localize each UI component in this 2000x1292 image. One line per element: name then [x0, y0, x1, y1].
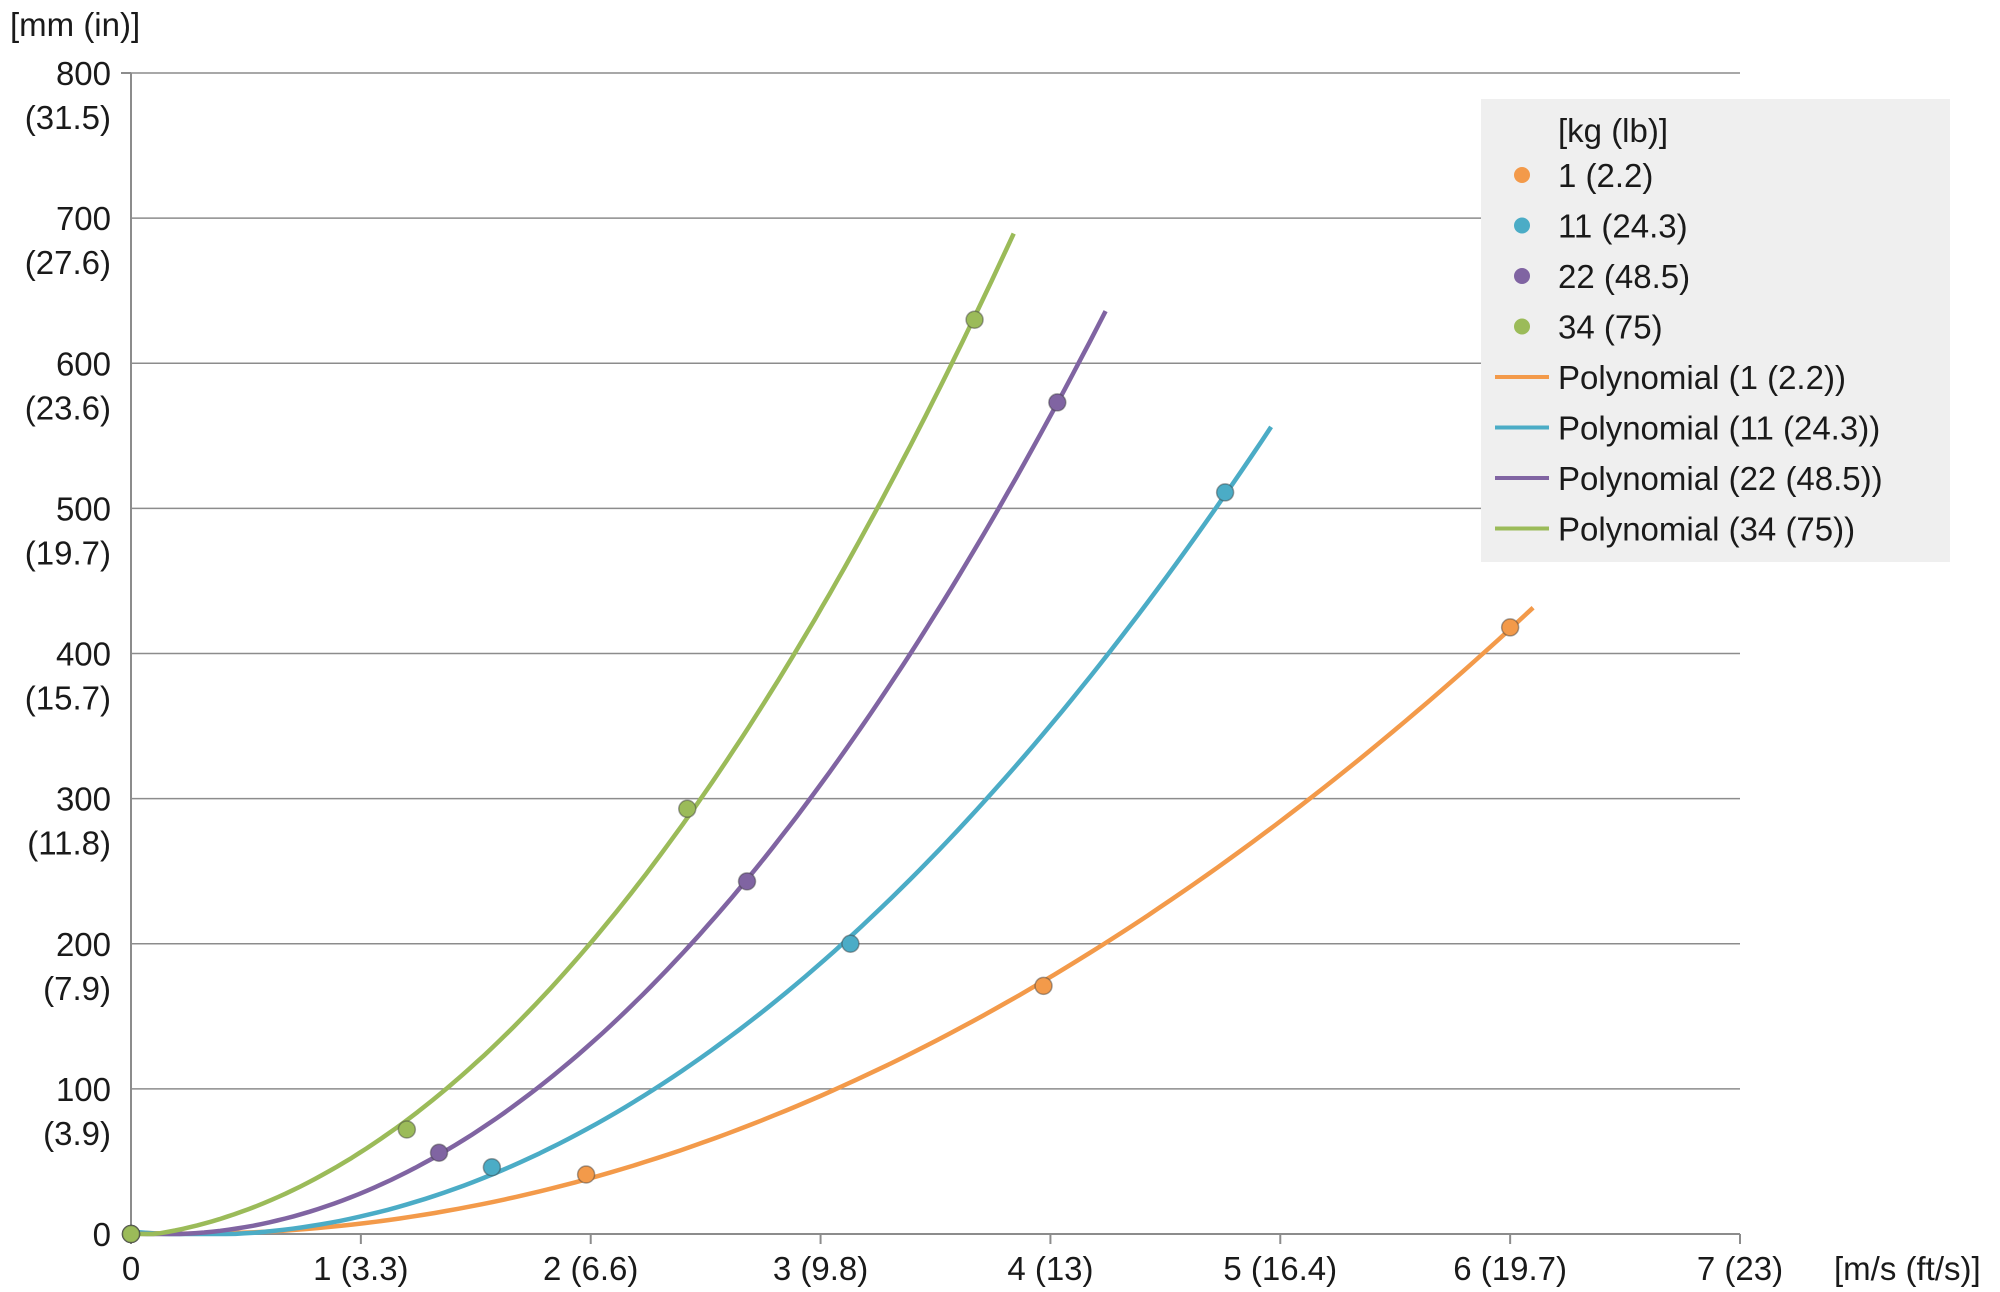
data-point-series-2 [737, 872, 757, 891]
legend-marker [1514, 217, 1530, 234]
trendline-series-1 [130, 425, 1273, 1237]
legend-trend-label: Polynomial (11 (24.3)) [1558, 410, 1880, 447]
legend-background [1481, 99, 1950, 562]
x-tick-label: 6 (19.7) [1453, 1250, 1567, 1287]
y-tick-label: 400 [56, 636, 111, 673]
y-tick-sublabel: (27.6) [25, 244, 111, 281]
legend-label: 22 (48.5) [1558, 258, 1690, 295]
y-tick-sublabel: (11.8) [27, 825, 111, 862]
data-point-series-0 [1500, 618, 1520, 637]
y-axis-label: [mm (in)] [10, 6, 140, 43]
x-tick-label: 0 [122, 1250, 140, 1287]
x-tick-label: 3 (9.8) [773, 1250, 868, 1287]
legend: [kg (lb)] 1 (2.2) 11 (24.3) 22 (48.5) 34 (7… [1481, 99, 1950, 562]
y-tick-label: 300 [56, 781, 111, 818]
data-point-series-1 [482, 1157, 502, 1177]
data-points [121, 310, 1520, 1244]
legend-label: 11 (24.3) [1558, 208, 1688, 245]
y-tick-label: 200 [56, 926, 111, 963]
y-tick-label: 500 [56, 490, 111, 527]
legend-label: 1 (2.2) [1558, 157, 1653, 194]
y-tick-label: 600 [56, 345, 111, 382]
legend-marker [1514, 268, 1530, 284]
y-tick-sublabel: (23.6) [25, 389, 111, 426]
data-point-series-3 [121, 1224, 141, 1244]
x-tick-label: 7 (23) [1697, 1250, 1783, 1287]
y-tick-label: 100 [56, 1071, 111, 1108]
trendlines [130, 232, 1535, 1237]
legend-label: 34 (75) [1558, 309, 1663, 346]
x-axis-label: [m/s (ft/s)] [1834, 1250, 1981, 1287]
trendline-series-0 [130, 606, 1535, 1236]
y-tick-sublabel: (19.7) [25, 534, 111, 571]
data-point-series-2 [429, 1143, 449, 1162]
legend-marker [1514, 167, 1530, 183]
y-tick-label: 800 [56, 55, 111, 92]
legend-marker [1514, 318, 1530, 335]
y-tick-sublabel: (15.7) [25, 680, 111, 717]
data-point-series-0 [576, 1165, 596, 1184]
x-tick-label: 5 (16.4) [1223, 1250, 1337, 1287]
x-tick-label: 4 (13) [1007, 1250, 1093, 1287]
data-point-series-3 [678, 799, 697, 819]
legend-trend-label: Polynomial (1 (2.2)) [1558, 359, 1846, 396]
data-point-series-3 [965, 310, 984, 329]
data-point-series-1 [1215, 483, 1235, 502]
legend-trend-label: Polynomial (34 (75)) [1558, 511, 1855, 548]
y-tick-label: 0 [93, 1216, 111, 1253]
legend-trend-label: Polynomial (22 (48.5)) [1558, 460, 1883, 497]
gridlines [131, 72, 1740, 1090]
tick-labels: 0 100 (3.9) 200 (7.9) 300 (11.8) 400 (15.7) 500 (1… [25, 55, 1783, 1287]
trendline-series-3 [131, 232, 1016, 1237]
data-point-series-3 [397, 1120, 417, 1139]
legend-items: 1 (2.2) 11 (24.3) 22 (48.5) 34 (75) Polynomi… [1495, 157, 1883, 548]
trendline-series-2 [130, 310, 1108, 1237]
y-tick-sublabel: (7.9) [43, 970, 111, 1007]
data-point-series-1 [841, 934, 860, 953]
legend-title: [kg (lb)] [1558, 112, 1668, 149]
x-tick-label: 1 (3.3) [313, 1250, 408, 1287]
x-tick-label: 2 (6.6) [543, 1250, 638, 1287]
data-point-series-2 [1048, 393, 1067, 412]
y-tick-sublabel: (31.5) [25, 99, 111, 136]
data-point-series-0 [1034, 976, 1053, 996]
y-tick-label: 700 [56, 200, 111, 237]
y-tick-sublabel: (3.9) [43, 1115, 111, 1152]
